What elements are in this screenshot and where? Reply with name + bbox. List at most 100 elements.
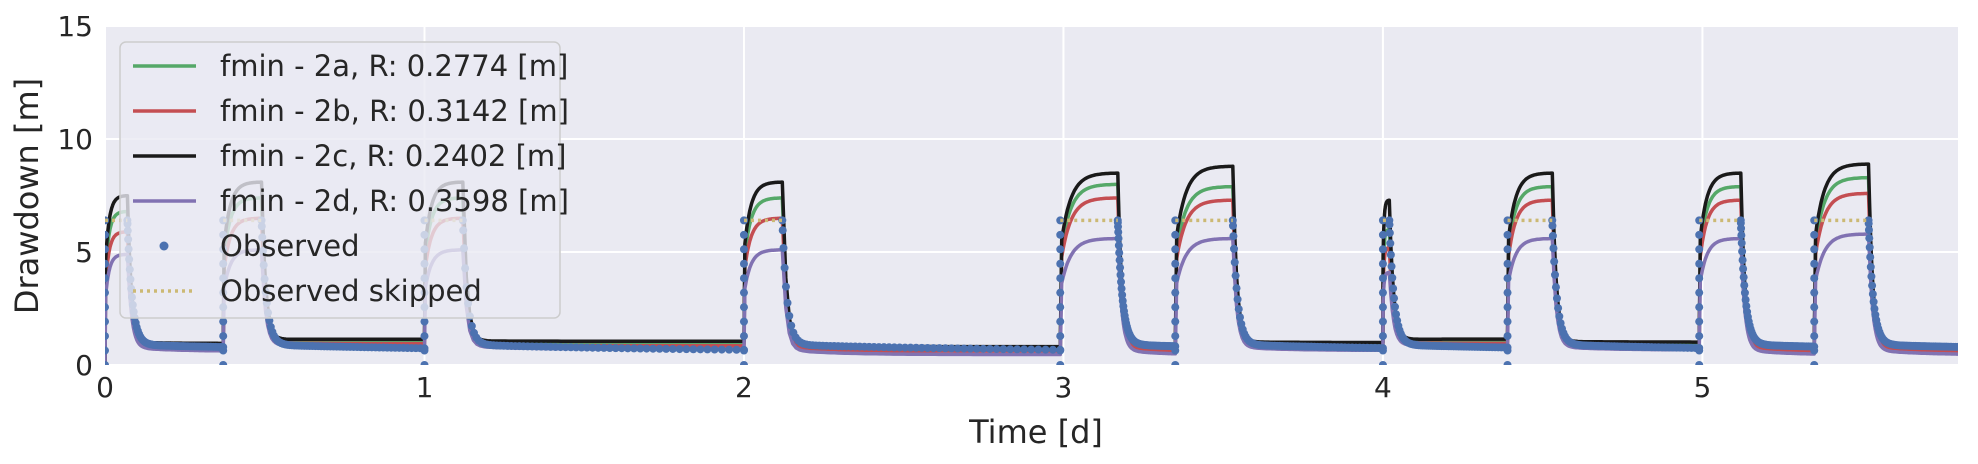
observed-point: [739, 274, 748, 283]
observed-point: [778, 226, 787, 235]
observed-point: [1503, 230, 1512, 239]
observed-point: [105, 288, 109, 297]
observed-point: [1235, 313, 1244, 322]
observed-point: [1865, 243, 1874, 252]
observed-point: [1740, 281, 1749, 290]
observed-point: [1738, 256, 1747, 265]
legend-label: Observed: [220, 229, 360, 263]
observed-point: [1229, 232, 1238, 241]
observed-point: [1006, 345, 1015, 354]
observed-point: [1041, 345, 1050, 354]
x-tick-label: 2: [735, 371, 753, 404]
observed-point: [1740, 288, 1749, 297]
legend-box: [119, 41, 561, 319]
observed-point: [1503, 346, 1512, 355]
observed-point: [1695, 259, 1704, 268]
observed-point: [732, 345, 741, 354]
x-tick-labels: 0 1 2 3 4 5: [96, 371, 1711, 404]
observed-point: [1869, 297, 1878, 306]
observed-point: [1378, 288, 1387, 297]
y-tick-labels: 0 5 10 15: [57, 10, 93, 382]
observed-point: [1503, 332, 1512, 341]
observed-point: [739, 259, 748, 268]
observed-point: [1385, 220, 1394, 229]
observed-point: [1739, 264, 1748, 273]
observed-point: [105, 259, 109, 268]
observed-point: [1866, 253, 1875, 262]
y-tick-label: 15: [57, 10, 93, 43]
observed-point: [1548, 231, 1557, 240]
observed-point: [1737, 231, 1746, 240]
observed-point: [1810, 230, 1819, 239]
observed-point: [906, 343, 915, 352]
observed-point: [1391, 302, 1400, 311]
observed-point: [739, 288, 748, 297]
observed-point: [1695, 274, 1704, 283]
observed-point: [1810, 259, 1819, 268]
observed-point: [917, 343, 926, 352]
observed-point: [1503, 274, 1512, 283]
legend: fmin - 2a, R: 0.2774 [m] fmin - 2b, R: 0.…: [119, 41, 569, 319]
observed-point: [1117, 277, 1126, 286]
observed-point: [1171, 288, 1180, 297]
observed-point: [1868, 281, 1877, 290]
observed-point: [725, 345, 734, 354]
observed-point: [1392, 310, 1401, 319]
observed-point: [1056, 317, 1065, 326]
observed-point: [105, 245, 109, 254]
legend-label: fmin - 2c, R: 0.2402 [m]: [220, 139, 566, 173]
observed-point: [1555, 312, 1564, 321]
observed-point: [1230, 258, 1239, 267]
observed-point: [105, 303, 109, 312]
observed-point: [420, 361, 429, 365]
observed-point: [1810, 303, 1819, 312]
observed-point: [1117, 284, 1126, 293]
observed-point: [953, 344, 962, 353]
observed-point: [1171, 346, 1180, 355]
observed-point: [1115, 248, 1124, 257]
observed-point: [947, 344, 956, 353]
observed-point: [1810, 332, 1819, 341]
observed-point: [1230, 244, 1239, 253]
observed-point: [1056, 274, 1065, 283]
observed-point: [739, 230, 748, 239]
observed-point: [1737, 239, 1746, 248]
observed-point: [979, 344, 988, 353]
observed-point: [1865, 234, 1874, 243]
observed-point: [1864, 219, 1873, 228]
observed-point: [617, 344, 626, 353]
observed-point: [1389, 284, 1398, 293]
observed-point: [1378, 259, 1387, 268]
legend-label: Observed skipped: [220, 274, 482, 308]
observed-point: [105, 361, 109, 365]
observed-point: [1867, 272, 1876, 281]
observed-point: [420, 346, 429, 355]
observed-point: [935, 344, 944, 353]
observed-point: [781, 282, 790, 291]
observed-point: [1056, 245, 1065, 254]
observed-point: [1116, 263, 1125, 272]
observed-point: [785, 311, 794, 320]
observed-point: [1171, 332, 1180, 341]
observed-point: [1810, 245, 1819, 254]
observed-point: [1741, 295, 1750, 304]
observed-point: [717, 345, 726, 354]
observed-point: [1171, 230, 1180, 239]
observed-point: [1234, 305, 1243, 314]
observed-point: [1810, 274, 1819, 283]
observed-point: [689, 345, 698, 354]
observed-point: [1810, 346, 1819, 355]
observed-point: [1550, 257, 1559, 266]
observed-point: [1503, 245, 1512, 254]
observed-point: [780, 263, 789, 272]
observed-point: [1503, 361, 1512, 365]
observed-point: [1056, 288, 1065, 297]
y-tick-label: 5: [75, 236, 93, 269]
observed-point: [1503, 288, 1512, 297]
observed-point: [623, 344, 632, 353]
observed-point: [779, 243, 788, 252]
observed-point: [649, 344, 658, 353]
observed-point: [420, 332, 429, 341]
x-tick-label: 1: [416, 371, 434, 404]
observed-point: [662, 344, 671, 353]
